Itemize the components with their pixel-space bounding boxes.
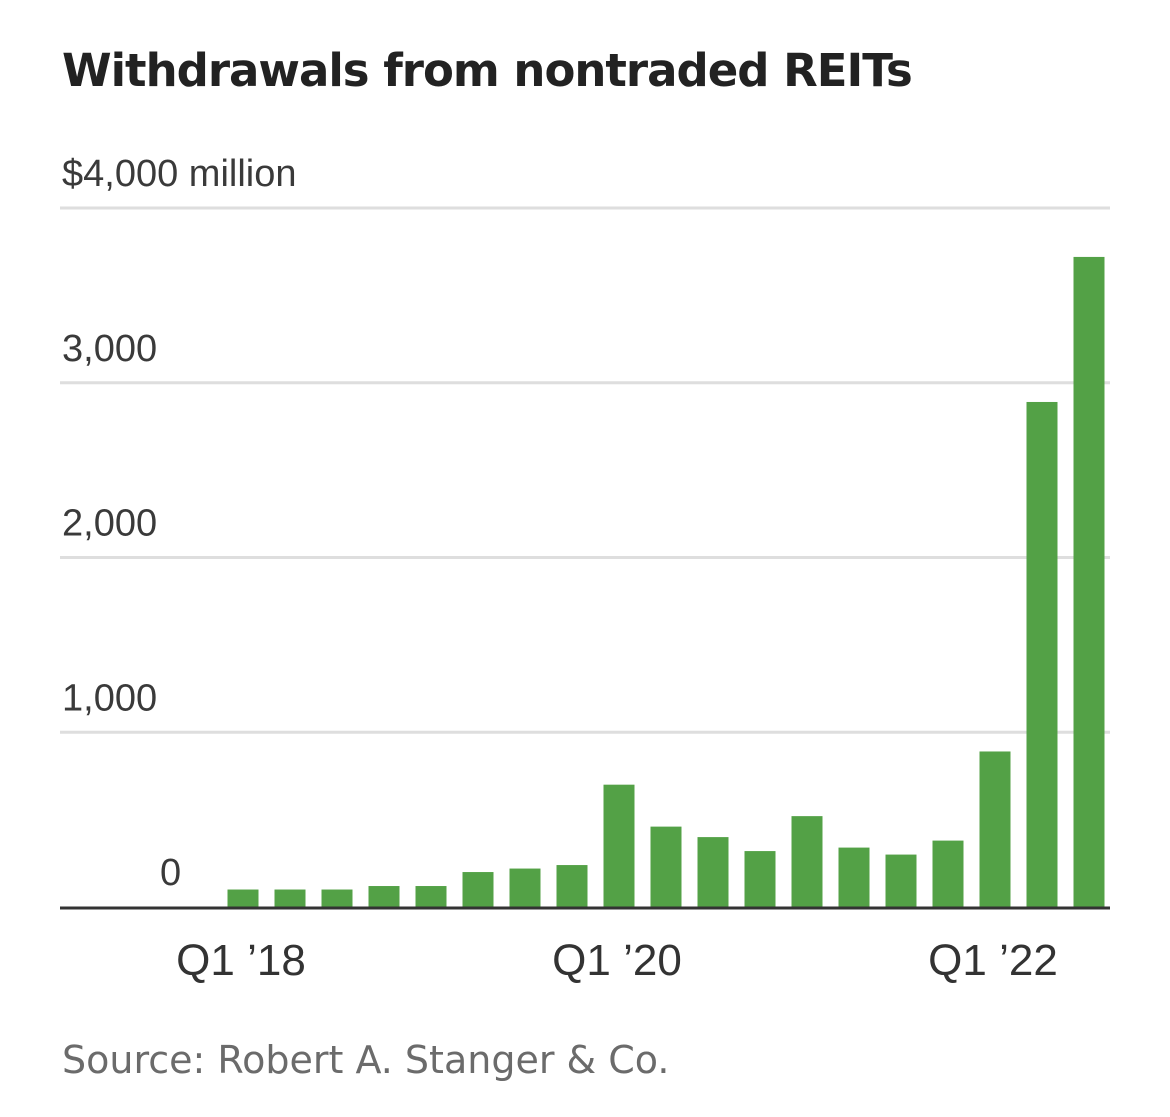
bar-q1-2022	[979, 751, 1011, 907]
gridlines	[60, 206, 1110, 734]
y-tick-label: 0	[160, 852, 181, 894]
bar-q3-2022	[1073, 256, 1105, 907]
bar-q4-2018	[368, 886, 400, 907]
bar-q4-2019	[556, 865, 588, 907]
x-tick-label: Q1 ’22	[928, 936, 1058, 985]
x-tick-label: Q1 ’18	[176, 936, 306, 985]
y-tick-label: 1,000	[62, 677, 157, 719]
x-tick-label: Q1 ’20	[552, 936, 682, 985]
bar-q3-2020	[697, 837, 729, 907]
bar-q1-2019	[415, 886, 447, 907]
bar-q3-2018	[321, 889, 353, 907]
bar-q4-2021	[932, 840, 964, 907]
x-axis-tick-labels: Q1 ’18 Q1 ’20 Q1 ’22	[176, 936, 1058, 985]
bar-q1-2020	[603, 784, 635, 907]
bar-q3-2019	[509, 868, 541, 907]
bar-q2-2022	[1026, 401, 1058, 907]
y-tick-label: $4,000 million	[62, 153, 296, 195]
y-tick-label: 3,000	[62, 328, 157, 370]
bar-q1-2018	[227, 889, 259, 907]
bar-q2-2018	[274, 889, 306, 907]
bars	[227, 256, 1105, 907]
bar-q2-2019	[462, 872, 494, 907]
bar-q4-2020	[744, 851, 776, 907]
bar-q2-2021	[838, 847, 870, 907]
bar-q1-2021	[791, 816, 823, 907]
y-axis-tick-labels: $4,000 million 3,000 2,000 1,000 0	[62, 153, 296, 894]
y-tick-label: 2,000	[62, 503, 157, 545]
source-note: Source: Robert A. Stanger & Co.	[62, 1038, 670, 1082]
bar-q2-2020	[650, 826, 682, 907]
chart-title: Withdrawals from nontraded REITs	[62, 44, 913, 97]
bar-q3-2021	[885, 854, 917, 907]
